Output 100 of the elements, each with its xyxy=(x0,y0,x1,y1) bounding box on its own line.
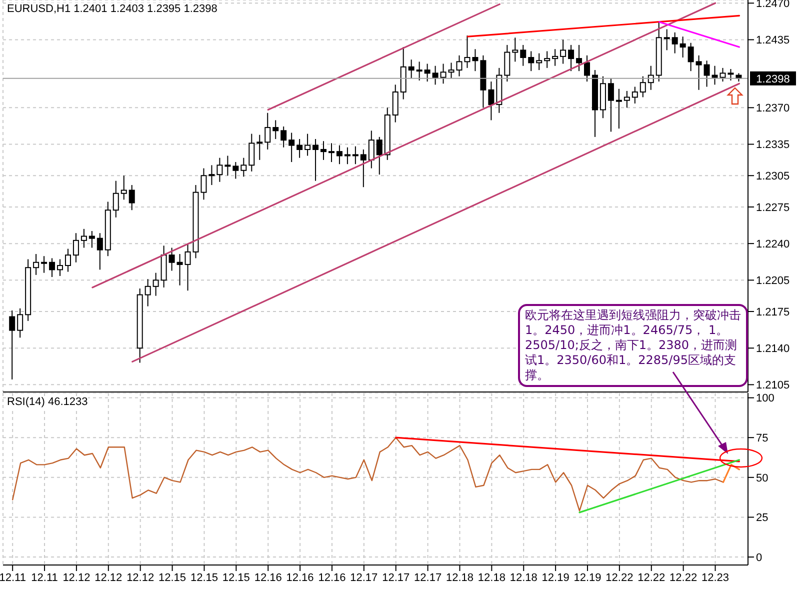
candlestick xyxy=(376,136,382,176)
x-tick-label: 12.16 xyxy=(254,572,282,584)
x-tick-label: 12.17 xyxy=(382,572,410,584)
candlestick xyxy=(552,48,558,66)
candlestick xyxy=(336,144,342,165)
x-tick-label: 12.18 xyxy=(510,572,538,584)
x-tick-label: 12.11 xyxy=(0,572,26,584)
candlestick xyxy=(640,76,646,98)
candlestick xyxy=(9,310,16,380)
candlestick xyxy=(41,256,48,274)
y-tick-label: 1.2105 xyxy=(756,380,790,392)
candlestick xyxy=(624,90,630,108)
candlestick xyxy=(344,146,350,165)
candlestick xyxy=(280,126,287,148)
candlestick xyxy=(360,148,366,188)
y-tick-label: 1.2335 xyxy=(756,139,790,152)
y-tick-label: 1.2305 xyxy=(756,170,790,183)
candlestick xyxy=(49,258,56,278)
candlestick xyxy=(256,134,263,160)
candlestick xyxy=(112,180,119,218)
x-tick-label: 12.17 xyxy=(414,572,442,584)
x-tick-label: 12.12 xyxy=(62,572,90,584)
x-tick-label: 12.22 xyxy=(638,572,666,584)
candlestick xyxy=(520,44,526,66)
candlestick xyxy=(408,59,414,79)
x-tick-label: 12.18 xyxy=(478,572,506,584)
candlestick xyxy=(328,142,334,163)
candlestick xyxy=(288,132,295,163)
y-tick-label: 1.2275 xyxy=(756,202,790,214)
candlestick xyxy=(200,168,207,200)
candlestick xyxy=(544,50,550,68)
candlestick xyxy=(504,44,510,82)
x-tick-label: 12.19 xyxy=(574,572,602,584)
x-tick-label: 12.17 xyxy=(350,572,378,584)
x-tick-label: 12.16 xyxy=(286,572,314,584)
candlestick xyxy=(560,39,566,64)
candlestick xyxy=(472,48,478,72)
candlestick xyxy=(424,63,430,82)
y-tick-label: 1.2140 xyxy=(756,343,790,355)
candlestick xyxy=(216,157,223,182)
x-tick-label: 12.19 xyxy=(542,572,570,584)
candlestick xyxy=(168,247,175,272)
chart-title: RSI(14) 46.1233 xyxy=(7,396,88,408)
candlestick xyxy=(144,278,151,307)
candlestick xyxy=(64,248,71,272)
candlestick xyxy=(296,138,303,158)
y-tick-label: 100 xyxy=(756,392,774,405)
ref-line-label: 1.2398 xyxy=(756,73,790,86)
y-tick-label: 1.2175 xyxy=(756,306,790,318)
candlestick xyxy=(512,37,518,62)
candlestick xyxy=(568,44,574,72)
chart-title: EURUSD,H1 1.2401 1.2403 1.2395 1.2398 xyxy=(7,3,218,15)
line-series xyxy=(12,436,724,512)
x-tick-label: 12.11 xyxy=(31,572,58,584)
candlestick xyxy=(264,112,271,150)
candlestick xyxy=(96,232,103,270)
candlestick xyxy=(128,184,135,211)
candlestick xyxy=(712,65,718,86)
y-tick-label: 75 xyxy=(756,432,768,444)
candlestick xyxy=(680,36,686,58)
candlestick xyxy=(632,86,638,104)
candlestick xyxy=(432,65,438,86)
candlestick xyxy=(248,133,255,172)
candlestick xyxy=(152,272,159,296)
candlestick xyxy=(208,164,215,186)
candlestick xyxy=(584,54,590,82)
y-tick-label: 1.2240 xyxy=(756,238,790,250)
x-tick-label: 12.12 xyxy=(126,572,154,584)
y-tick-label: 25 xyxy=(756,512,768,524)
candlestick xyxy=(224,155,231,176)
y-tick-label: 50 xyxy=(756,472,768,484)
x-tick-label: 12.15 xyxy=(222,572,250,584)
x-tick-label: 12.16 xyxy=(318,572,346,584)
x-tick-label: 12.23 xyxy=(701,572,730,584)
candlestick xyxy=(80,228,87,248)
x-tick-label: 12.18 xyxy=(446,572,474,584)
candlestick xyxy=(392,84,398,123)
candlestick xyxy=(488,81,494,121)
candlestick xyxy=(440,63,446,84)
candlestick xyxy=(120,175,127,200)
x-tick-label: 12.22 xyxy=(606,572,634,584)
candlestick xyxy=(416,61,422,81)
y-tick-label: 1.2205 xyxy=(756,275,790,288)
annotation: 欧元将在这里遇到短线强阻力，突破冲击1。2450，进而冲1。2465/75， 1。2505/10;反之，南下1。2380，进而测试1。2350/60和1。2285/95区域的支撑。 xyxy=(518,304,748,387)
candlestick xyxy=(576,44,582,72)
candlestick xyxy=(176,254,183,286)
y-tick-label: 0 xyxy=(756,552,762,564)
x-tick-label: 12.15 xyxy=(190,572,218,584)
x-tick-label: 12.12 xyxy=(94,572,122,584)
candlestick xyxy=(536,52,542,71)
candlestick xyxy=(664,28,670,51)
candlestick xyxy=(704,60,710,88)
x-tick-label: 12.15 xyxy=(158,572,186,584)
candlestick xyxy=(240,157,247,178)
candlestick xyxy=(368,130,374,169)
candlestick xyxy=(616,88,622,130)
candlestick xyxy=(312,138,319,182)
candlestick xyxy=(528,50,534,72)
candlestick xyxy=(696,54,702,90)
candlestick xyxy=(688,42,694,72)
